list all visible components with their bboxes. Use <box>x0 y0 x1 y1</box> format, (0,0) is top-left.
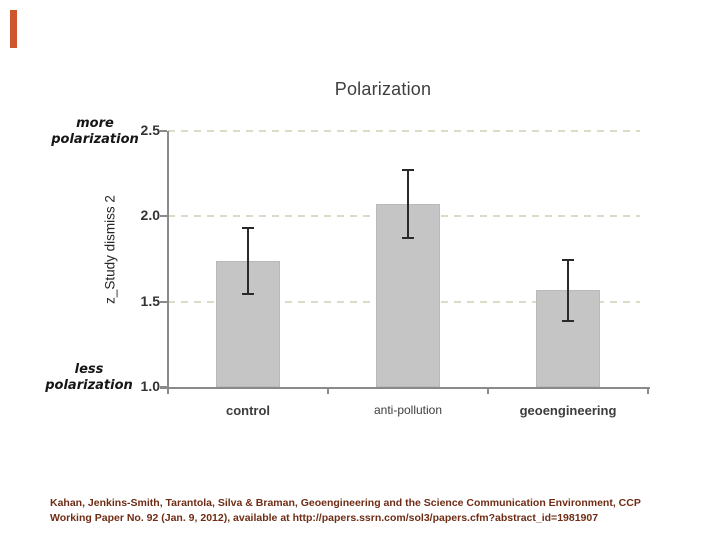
chart-title: Polarization <box>334 79 432 99</box>
slide-accent-bar <box>10 10 17 48</box>
y-tick-label-2.5: 2.5 <box>140 122 160 138</box>
y-tick-label-2.0: 2.0 <box>140 207 160 224</box>
x-axis-tick <box>487 389 489 394</box>
error-bar-cap-bottom-anti-pollution <box>402 236 414 239</box>
y-axis-tick <box>160 300 167 303</box>
x-axis-line <box>160 387 650 389</box>
error-bar-cap-bottom-control <box>242 292 254 295</box>
y-axis-annotation-more-polarization: more polarization <box>51 116 139 147</box>
y-axis-tick <box>160 215 167 218</box>
citation-line-1: Kahan, Jenkins-Smith, Tarantola, Silva &… <box>50 497 641 509</box>
error-bar-cap-top-control <box>242 226 254 229</box>
citation-line-2: Working Paper No. 92 (Jan. 9, 2012), ava… <box>50 512 599 524</box>
error-bar-cap-bottom-geoengineering <box>562 320 574 323</box>
x-axis-label-control: control <box>225 403 271 418</box>
x-axis-tick <box>167 389 169 394</box>
error-bar-control <box>247 226 249 295</box>
error-bar-anti-pollution <box>407 168 409 239</box>
x-axis-label-anti-pollution: anti-pollution <box>373 403 443 417</box>
y-axis-line <box>167 131 169 387</box>
error-bar-geoengineering <box>567 259 569 323</box>
y-tick-label-1.0: 1.0 <box>140 378 160 394</box>
x-axis-tick <box>327 389 329 394</box>
citation-text: Kahan, Jenkins-Smith, Tarantola, Silva &… <box>50 496 700 526</box>
error-bar-cap-top-geoengineering <box>562 259 574 261</box>
gridline-2.5 <box>168 130 640 132</box>
y-axis-tick <box>160 130 167 132</box>
error-bar-cap-top-anti-pollution <box>402 168 414 171</box>
y-tick-label-1.5: 1.5 <box>140 292 160 309</box>
x-axis-label-geoengineering: geoengineering <box>519 403 617 418</box>
x-axis-tick <box>647 389 649 394</box>
y-axis-annotation-less-polarization: less polarization <box>45 362 133 393</box>
